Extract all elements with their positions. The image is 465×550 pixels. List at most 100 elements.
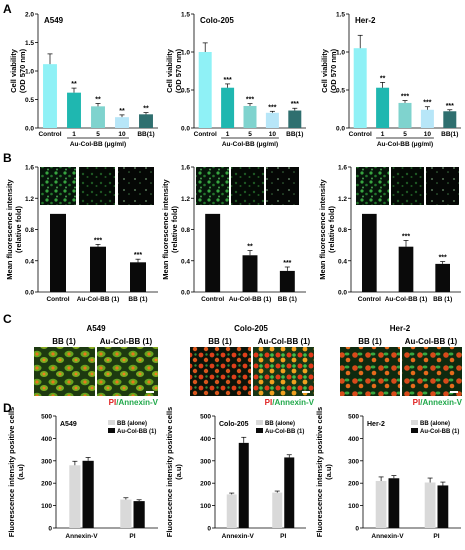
significance-label: *** [283,260,291,267]
bar [420,109,434,128]
micrograph-control [356,167,389,205]
cell-line-title: Colo-205 [234,324,268,333]
micrograph-strip-b3 [356,167,459,205]
y-tick-label: 1.6 [25,165,34,172]
significance-label: ** [119,108,125,115]
x-tick-label: BB(1) [441,131,458,138]
y-tick-label: 1.5 [336,12,345,19]
bar [133,501,145,528]
legend-swatch [108,428,115,433]
chart-d-her2: 0 100 200 300 400 500 Fluorescence intensity p… [315,407,461,540]
bar [139,114,153,128]
significance-label: *** [423,100,431,107]
y-tick-label: 0 [48,526,52,533]
panel-letter-d: D [3,401,12,415]
y-tick-label: 1.2 [181,196,190,203]
x-tick-label: 10 [118,131,126,138]
x-axis-label: Au-Col-BB (μg/ml) [377,141,433,148]
y-tick-label: 500 [41,414,52,421]
bar [91,106,105,128]
panel-c-colo205: Colo-205 BB (1) Au-Col-BB (1) PI/Annexin… [190,324,315,407]
micrograph-bb [190,347,251,396]
panel-c-her2: Her-2 BB (1) Au-Col-BB (1) PI/Annexin-V [340,324,463,407]
significance-label: *** [224,77,232,84]
micrograph-control [40,167,76,205]
y-tick-label: 100 [200,503,211,510]
x-tick-label: PI [129,533,135,540]
bar [67,92,81,128]
x-tick-label: Au-Col-BB (1) [385,296,428,303]
bar [265,112,279,128]
y-axis-label: Fluorescence intensity positive cells(a.… [315,407,333,537]
stain-legend: PI/Annexin-V [413,398,463,407]
micrograph-bb [266,167,299,205]
y-tick-label: 300 [348,458,359,465]
y-tick-label: 2.0 [25,12,34,19]
y-tick-label: 0.4 [181,258,190,265]
micrograph-control [196,167,229,205]
x-tick-label: 1 [381,131,385,138]
bar [198,52,212,128]
bar [435,263,450,292]
chart-title: Colo-205 [219,421,249,428]
x-tick-label: Control [201,296,224,303]
significance-label: ** [380,75,386,82]
x-tick-label: Control [358,296,381,303]
micrograph-au-col-bb [391,167,424,205]
y-axis-label: Fluorescence intensity positive cells(a.… [165,407,183,537]
chart-d-a549: 0 100 200 300 400 500 Fluorescence intensity p… [7,407,158,540]
micrograph-au-col-bb [402,347,462,396]
x-tick-label: BB (1) [128,296,147,303]
x-tick-label: Annexin-V [222,533,255,540]
bar [362,213,377,292]
scale-bar [146,391,154,393]
x-tick-label: BB (1) [278,296,297,303]
significance-label: *** [439,255,447,262]
panel-letter-c: C [3,312,12,326]
bar [43,64,57,128]
y-tick-label: 1.0 [181,50,190,57]
chart-title: Her-2 [355,16,376,25]
cell-line-title: Her-2 [390,324,411,333]
significance-label: ** [71,81,77,88]
y-tick-label: 400 [41,436,52,443]
y-tick-label: 1.0 [336,50,345,57]
legend-swatch [411,428,418,433]
stain-legend: PI/Annexin-V [109,398,159,407]
x-tick-label: BB (1) [433,296,452,303]
y-tick-label: 0.0 [338,290,347,297]
micrograph-bb [340,347,400,396]
chart-title: Colo-205 [200,16,234,25]
x-tick-label: 5 [248,131,252,138]
stain-legend: PI/Annexin-V [265,398,315,407]
y-tick-label: 200 [348,481,359,488]
panel-letter-a: A [3,2,12,16]
bar [226,494,237,528]
x-axis-label: Au-Col-BB (μg/ml) [222,141,278,148]
micrograph-au-col-bb [253,347,314,396]
significance-label: ** [247,244,253,251]
y-axis-label: Mean fluorescence intensity(relative fol… [5,178,23,279]
bar [50,213,66,292]
micrograph-au-col-bb [97,347,158,396]
panel-c-a549: A549 BB (1) Au-Col-BB (1) PI/Annexin-V [34,324,159,407]
condition-label: BB (1) [358,337,382,346]
legend-label: Au-Col-BB (1) [117,429,156,435]
condition-label: BB (1) [208,337,232,346]
bar [115,117,129,128]
y-tick-label: 1.2 [25,196,34,203]
y-axis-label: Fluorescence intensity positive cells(a.… [7,407,25,537]
bar [424,482,436,528]
x-tick-label: Control [349,131,372,138]
y-tick-label: 0.0 [336,126,345,133]
x-tick-label: Au-Col-BB (1) [77,296,120,303]
y-tick-label: 0.4 [338,258,347,265]
panel-letter-b: B [3,151,12,165]
bar [288,110,302,128]
y-axis-label: Mean fluorescence intensity(relative fol… [318,178,336,279]
chart-title: Her-2 [367,421,385,428]
x-tick-label: Control [38,131,61,138]
chart-title: A549 [44,16,64,25]
